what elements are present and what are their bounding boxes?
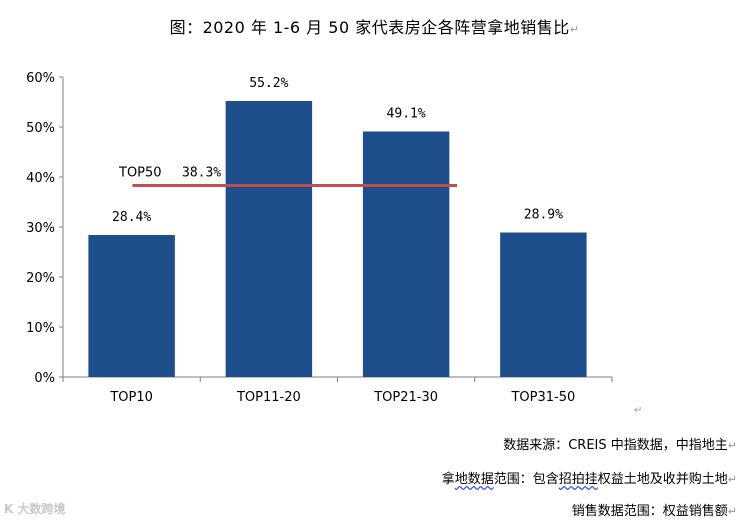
chart-title: 图：2020 年 1-6 月 50 家代表房企各阵营拿地销售比↵ [0,14,749,38]
source-note: 数据来源：CREIS 中指数据，中指地主↵ [503,438,737,453]
x-category-label: TOP11-20 [236,390,301,405]
watermark: K 大数跨境 [4,502,66,516]
y-tick-label: 30% [26,221,55,236]
paragraph-mark-2: ↵ [634,405,643,416]
bar-value-label: 49.1% [387,107,426,122]
bar [225,101,313,377]
bar-value-label: 28.9% [524,208,563,223]
bar-value-label: 28.4% [112,210,151,225]
x-category-label: TOP10 [109,390,153,405]
y-tick-label: 40% [26,171,55,186]
bar [500,232,587,377]
y-tick-label: 10% [26,321,55,336]
y-tick-label: 20% [26,271,55,286]
sales-scope-note: 销售数据范围：权益销售额↵ [571,504,737,519]
bar-value-label: 55.2% [249,76,288,91]
y-tick-label: 50% [26,121,55,136]
reference-line-name: TOP50 [118,166,162,181]
paragraph-mark: ↵ [569,23,580,36]
x-category-label: TOP21-30 [373,390,438,405]
bar [362,131,450,377]
reference-line-value: 38.3% [182,166,221,181]
land-scope-note: 拿地数据范围：包含招拍挂权益土地及收并购土地↵ [441,472,737,487]
chart-title-text: 图：2020 年 1-6 月 50 家代表房企各阵营拿地销售比 [169,18,570,37]
y-tick-label: 0% [34,371,55,386]
x-category-label: TOP31-50 [510,390,575,405]
y-tick-label: 60% [26,71,55,86]
bar [88,235,175,377]
